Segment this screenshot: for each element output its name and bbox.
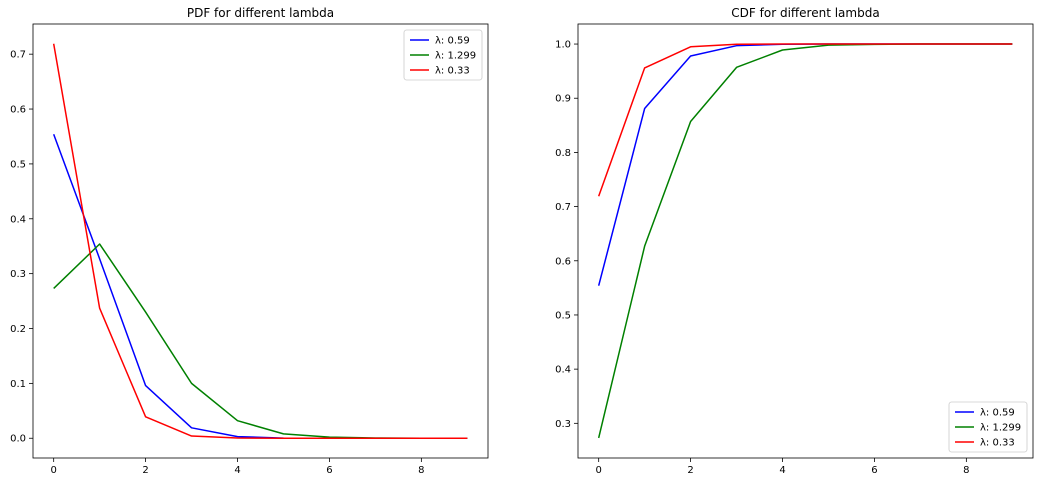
x-tick-label: 6	[871, 465, 877, 476]
series-line-1	[597, 43, 1013, 286]
x-tick-label: 2	[142, 465, 148, 476]
x-tick-label: 2	[687, 465, 693, 476]
legend: λ: 0.59 λ: 1.299 λ: 0.33	[403, 29, 483, 81]
axes-frame	[577, 23, 1034, 459]
x-tick-label: 0	[50, 465, 56, 476]
y-tick-label: 0.0	[10, 434, 26, 445]
y-tick-label: 0.9	[555, 94, 571, 105]
y-tick-label: 0.2	[10, 324, 26, 335]
y-tick-label: 0.3	[10, 269, 26, 280]
x-tick-label: 8	[963, 465, 969, 476]
y-tick-label: 1.0	[555, 40, 571, 51]
chart-title: PDF for different lambda	[187, 6, 334, 20]
legend-label: λ: 1.299	[980, 423, 1021, 434]
cdf-chart: CDF for different lambda 0 2 4 6 8 0.3 0.4 0.5 0.…	[555, 6, 1034, 476]
legend-box	[948, 401, 1028, 453]
y-tick-label: 0.4	[555, 365, 571, 376]
chart-title: CDF for different lambda	[731, 6, 879, 20]
legend-label: λ: 0.33	[435, 66, 470, 77]
y-tick-label: 0.7	[10, 50, 26, 61]
x-tick-label: 4	[234, 465, 240, 476]
x-tick-label: 6	[326, 465, 332, 476]
pdf-chart: PDF for different lambda 0 2 4 6 8 0.0 0.1 0.2 0.…	[10, 6, 489, 476]
legend-label: λ: 0.59	[435, 36, 470, 47]
y-tick-label: 0.6	[555, 256, 571, 267]
y-tick-label: 0.1	[10, 379, 26, 390]
series-line-3	[52, 43, 468, 439]
y-tick-label: 0.5	[10, 159, 26, 170]
legend-box	[403, 29, 483, 81]
x-tick-label: 8	[418, 465, 424, 476]
y-tick-label: 0.6	[10, 105, 26, 116]
y-tick-label: 0.5	[555, 310, 571, 321]
series-line-2	[53, 243, 468, 439]
series-line-1	[52, 134, 468, 439]
y-tick-label: 0.4	[10, 214, 26, 225]
legend: λ: 0.59 λ: 1.299 λ: 0.33	[948, 401, 1028, 453]
y-tick-label: 0.8	[555, 148, 571, 159]
y-tick-label: 0.7	[555, 202, 571, 213]
axes-frame	[32, 23, 489, 459]
legend-label: λ: 0.33	[980, 438, 1015, 449]
legend-label: λ: 0.59	[980, 408, 1015, 419]
legend-label: λ: 1.299	[435, 51, 476, 62]
x-tick-label: 0	[595, 465, 601, 476]
x-tick-label: 4	[779, 465, 785, 476]
series-line-3	[597, 43, 1013, 197]
series-line-2	[597, 43, 1013, 439]
y-tick-label: 0.3	[555, 419, 571, 430]
